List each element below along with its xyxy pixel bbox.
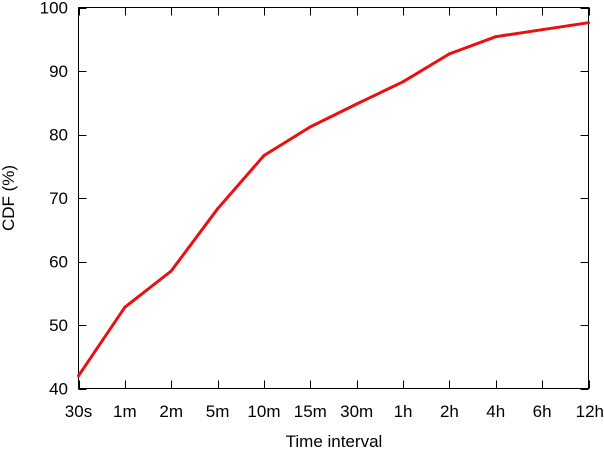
- data-point: [540, 28, 544, 32]
- x-tick-labels: 30s 1m 2m 5m 10m 15m 30m 1h 2h 4h 6h 12h: [65, 402, 604, 421]
- x-tick-label: 30s: [65, 402, 92, 421]
- x-tick-label: 15m: [294, 402, 327, 421]
- data-point: [77, 374, 80, 378]
- series-line: [77, 21, 589, 377]
- x-tick-label: 1h: [394, 402, 413, 421]
- data-point: [262, 154, 266, 157]
- y-tick-label: 100: [40, 0, 68, 18]
- data-point: [169, 269, 173, 273]
- x-tick-label: 2h: [440, 402, 459, 421]
- x-tick-label: 1m: [113, 402, 137, 421]
- x-tick-label: 12h: [576, 402, 604, 421]
- data-point: [216, 207, 220, 211]
- y-axis-label: CDF (%): [0, 165, 18, 231]
- x-tick-label: 5m: [206, 402, 230, 421]
- data-point: [587, 21, 590, 25]
- axis-ticks: [78, 7, 590, 390]
- data-point: [401, 80, 405, 84]
- x-tick-label: 6h: [533, 402, 552, 421]
- data-point: [447, 52, 451, 56]
- x-axis-label: Time interval: [286, 432, 383, 450]
- data-point: [355, 102, 359, 106]
- x-tick-label: 10m: [247, 402, 280, 421]
- x-tick-label: 2m: [159, 402, 183, 421]
- y-tick-label: 60: [49, 253, 68, 272]
- series-group: [77, 21, 590, 378]
- y-tick-label: 80: [49, 126, 68, 145]
- y-tick-labels: 40 50 60 70 80 90 100: [40, 0, 68, 399]
- x-tick-label: 4h: [486, 402, 505, 421]
- y-tick-label: 50: [49, 316, 68, 335]
- data-point: [308, 125, 312, 129]
- data-point: [494, 35, 498, 39]
- data-point: [123, 305, 127, 309]
- y-tick-label: 90: [49, 62, 68, 81]
- y-tick-label: 40: [49, 380, 68, 399]
- plot-frame: [78, 7, 589, 389]
- x-tick-label: 30m: [340, 402, 373, 421]
- y-tick-label: 70: [49, 189, 68, 208]
